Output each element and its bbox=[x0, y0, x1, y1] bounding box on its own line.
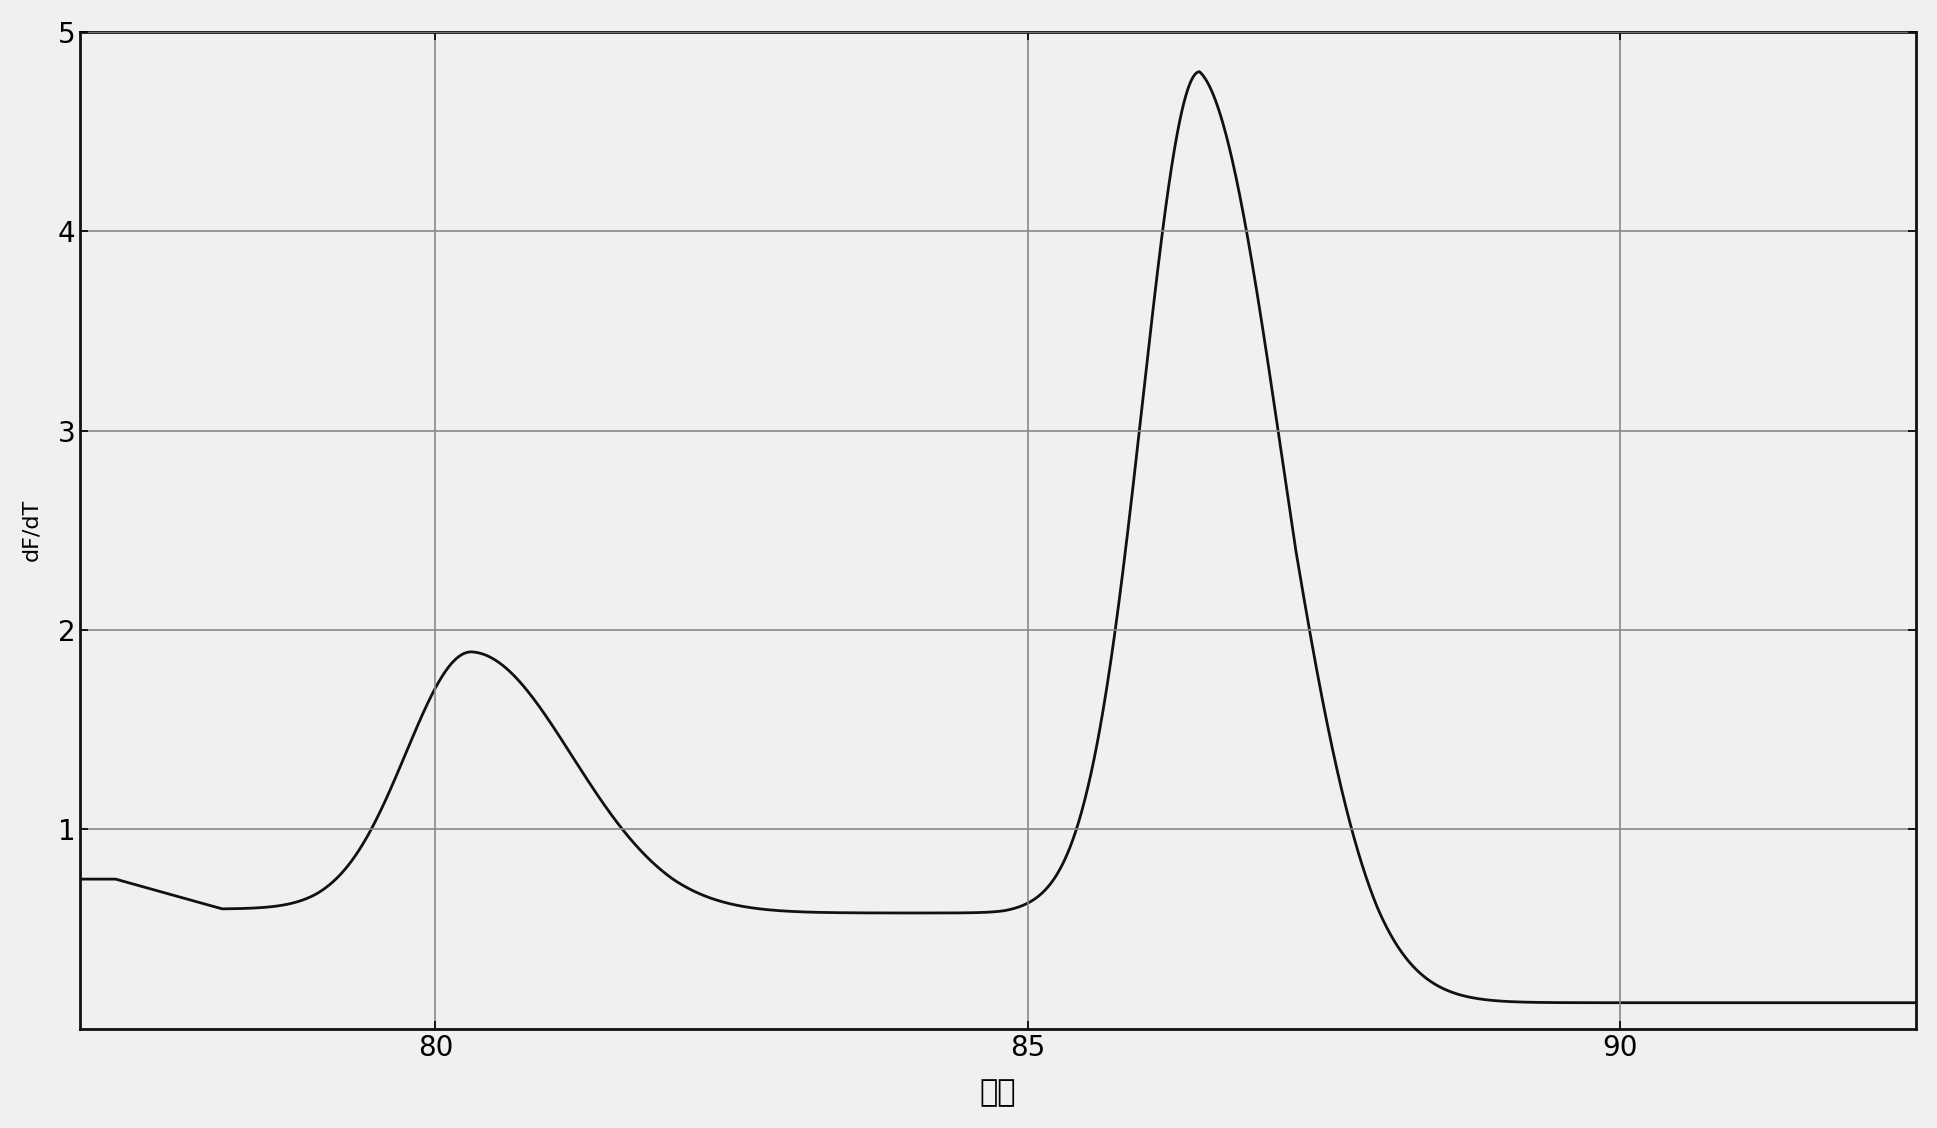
X-axis label: 温度: 温度 bbox=[980, 1078, 1017, 1108]
Y-axis label: dF/dT: dF/dT bbox=[21, 499, 41, 562]
